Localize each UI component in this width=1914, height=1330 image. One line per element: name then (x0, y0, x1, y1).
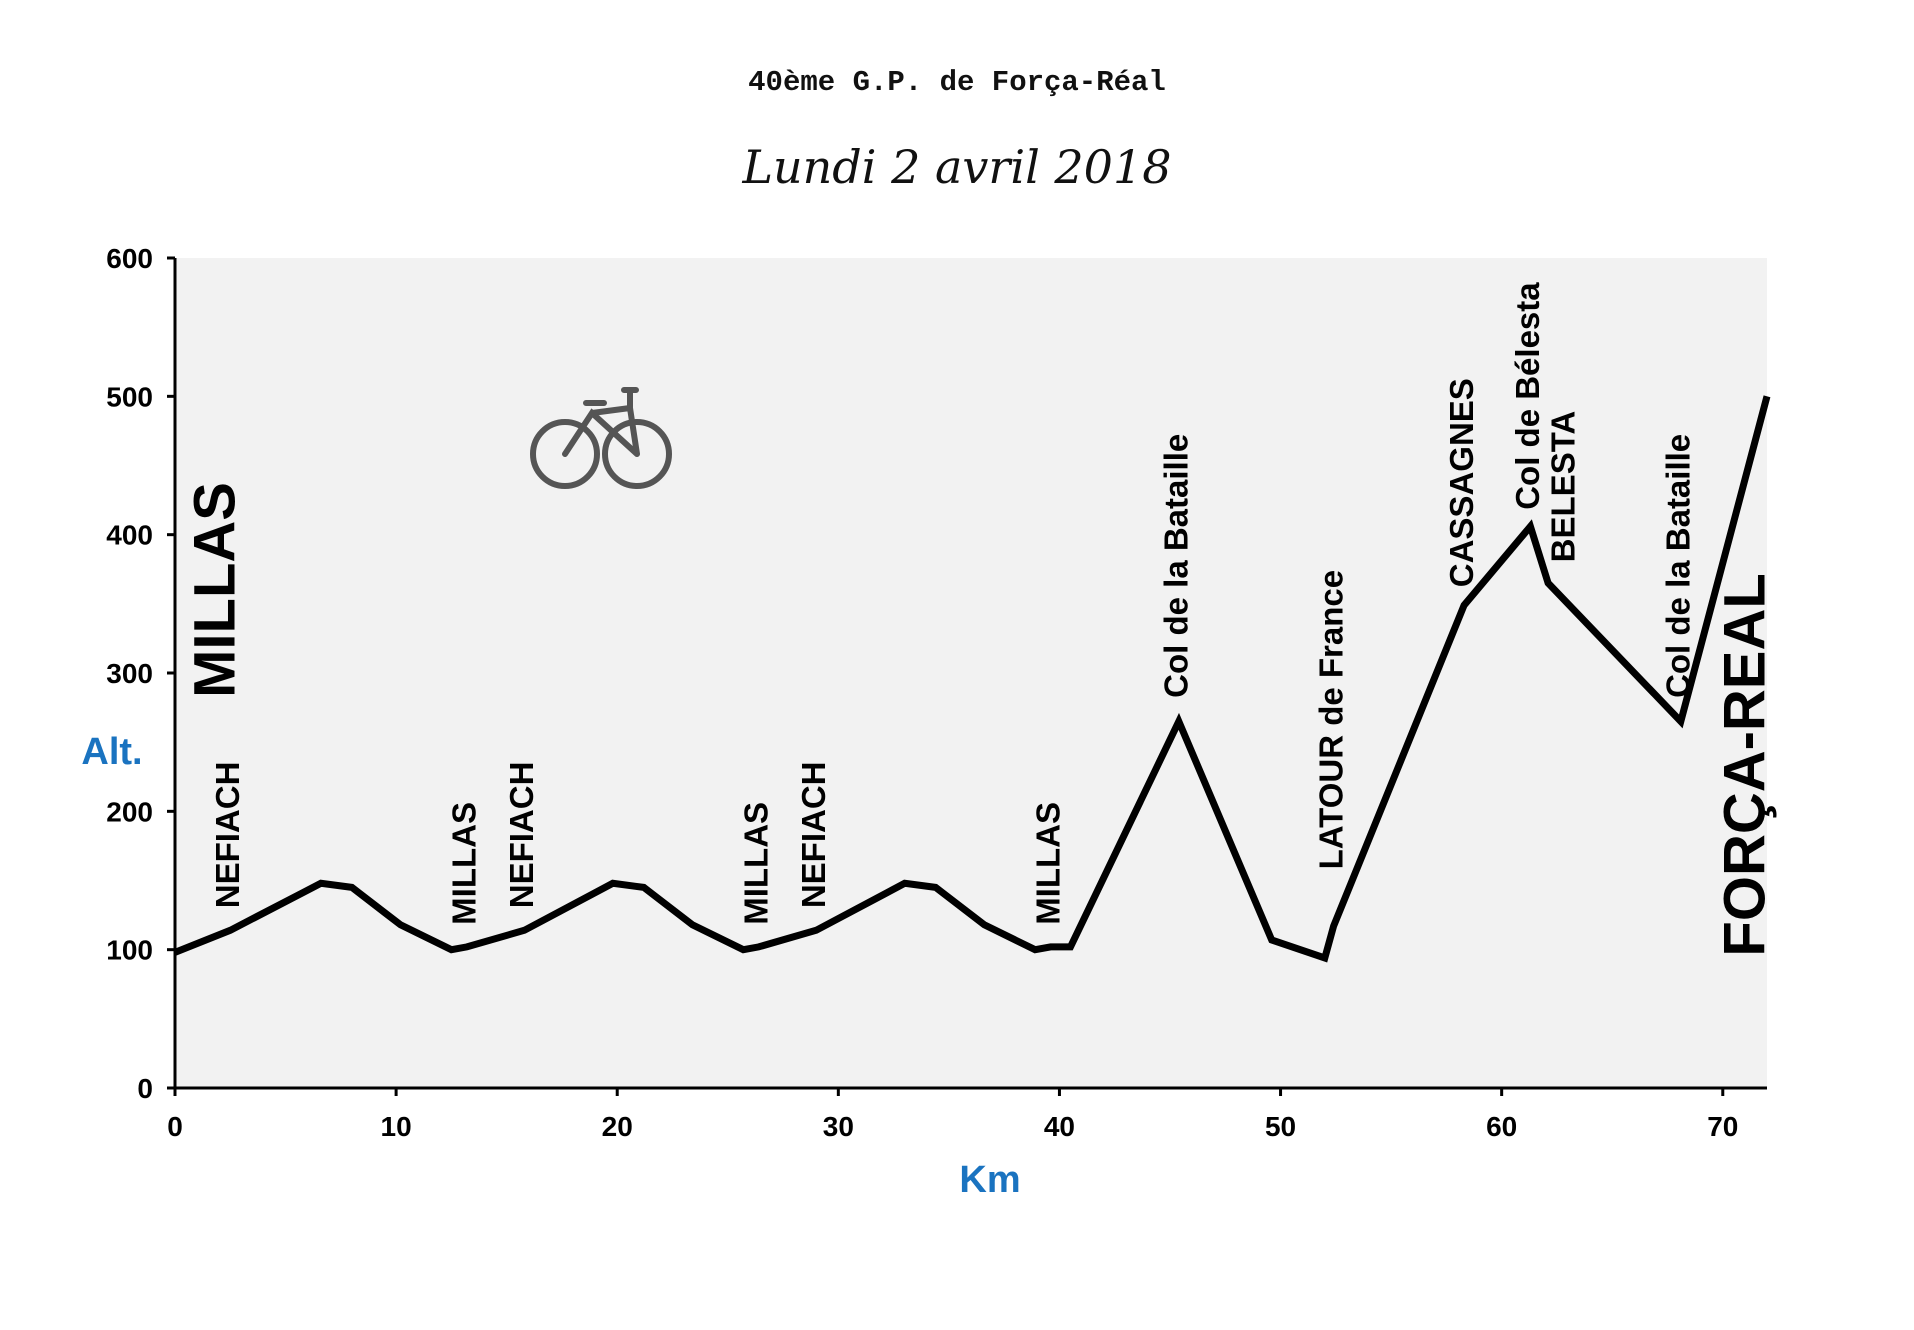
y-axis-title: Alt. (81, 731, 142, 773)
plot-area (175, 258, 1767, 1088)
place-label: MILLAS (183, 482, 248, 698)
place-label: NEFIACH (503, 762, 540, 909)
y-tick-label: 500 (106, 381, 153, 412)
y-tick-label: 300 (106, 658, 153, 689)
y-tick-label: 400 (106, 520, 153, 551)
y-tick-label: 0 (137, 1073, 153, 1104)
x-tick-label: 40 (1044, 1111, 1075, 1142)
x-axis-title: Km (959, 1159, 1020, 1201)
y-tick-label: 600 (106, 243, 153, 274)
place-label: MILLAS (446, 802, 483, 925)
place-label: FORÇA-REAL (1713, 573, 1778, 956)
place-label: MILLAS (737, 802, 774, 925)
x-tick-label: 60 (1486, 1111, 1517, 1142)
chart-subtitle: Lundi 2 avril 2018 (742, 140, 1172, 194)
x-tick-label: 10 (381, 1111, 412, 1142)
x-tick-label: 70 (1707, 1111, 1738, 1142)
place-label: NEFIACH (209, 762, 246, 909)
chart-title: 40ème G.P. de Força-Réal (748, 66, 1166, 99)
place-label: Col de la Bataille (1158, 434, 1195, 698)
x-tick-label: 20 (602, 1111, 633, 1142)
place-label: BELESTA (1545, 411, 1582, 563)
x-tick-label: 30 (823, 1111, 854, 1142)
elevation-profile-line (173, 395, 1771, 963)
y-tick-label: 200 (106, 796, 153, 827)
place-label: MILLAS (1029, 802, 1066, 925)
place-label: LATOUR de France (1312, 570, 1349, 870)
place-label: Col de Bélesta (1509, 282, 1546, 510)
x-tick-label: 50 (1265, 1111, 1296, 1142)
place-label: CASSAGNES (1443, 378, 1480, 587)
y-tick-label: 100 (106, 935, 153, 966)
place-label: NEFIACH (795, 762, 832, 909)
place-label: Col de la Bataille (1660, 434, 1697, 698)
bicycle-icon (530, 387, 672, 489)
x-tick-label: 0 (167, 1111, 183, 1142)
